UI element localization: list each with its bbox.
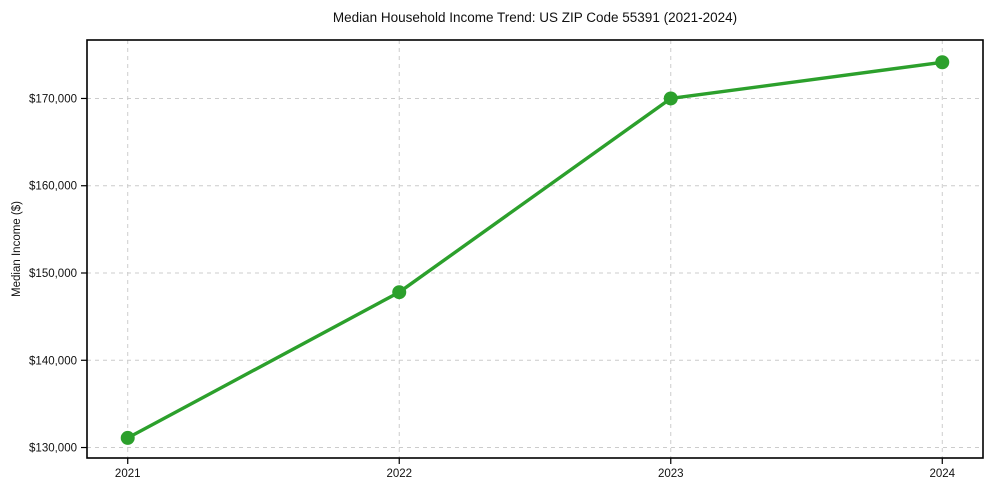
data-series xyxy=(120,55,950,445)
trend-line xyxy=(126,60,944,440)
y-tick-label: $160,000 xyxy=(29,181,77,193)
plot-border xyxy=(86,39,984,459)
x-tick-label: 2023 xyxy=(658,468,684,480)
x-tick-label: 2024 xyxy=(929,468,955,480)
axis-tick-marks xyxy=(81,97,943,464)
axis-tick-labels: $130,000 $140,000 $150,000 $160,000 $170,000… xyxy=(29,93,956,480)
gridlines xyxy=(87,40,983,458)
x-tick-label: 2022 xyxy=(386,468,412,480)
y-tick-label: $130,000 xyxy=(29,443,77,455)
data-point-marker xyxy=(935,55,950,70)
data-point-marker xyxy=(392,285,407,300)
x-tick-label: 2021 xyxy=(115,468,141,480)
y-tick-label: $140,000 xyxy=(29,355,77,367)
data-point-marker xyxy=(663,91,678,106)
data-point-marker xyxy=(120,430,135,445)
chart-title: Median Household Income Trend: US ZIP Co… xyxy=(333,10,737,25)
y-tick-label: $170,000 xyxy=(29,93,77,105)
y-tick-label: $150,000 xyxy=(29,268,77,280)
y-axis-label: Median Income ($) xyxy=(11,201,23,297)
